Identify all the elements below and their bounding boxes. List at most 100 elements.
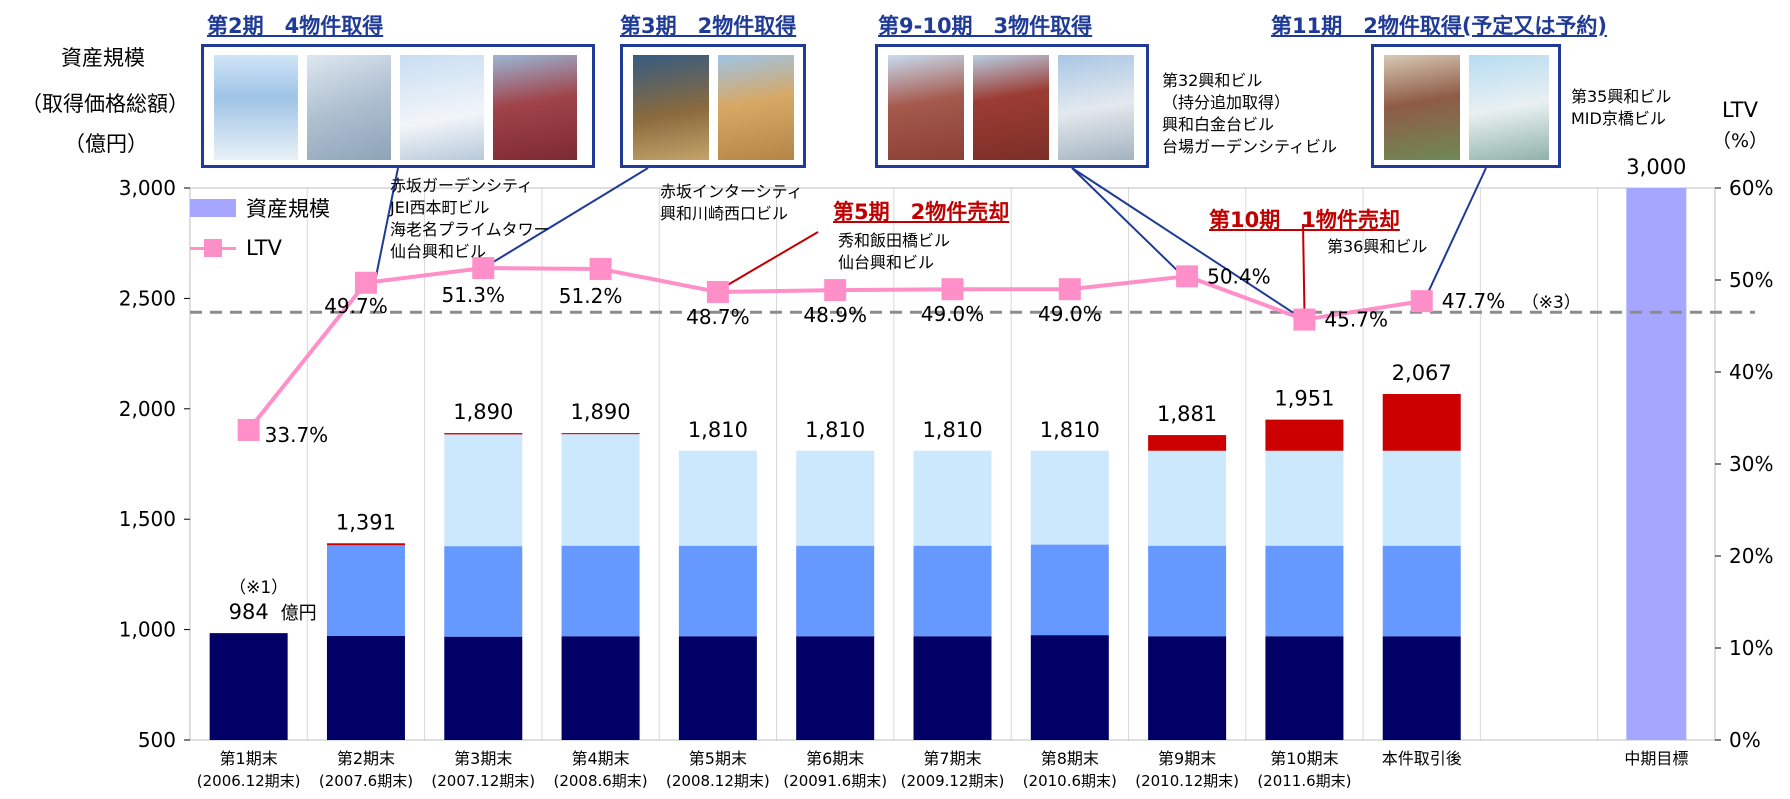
ltv-marker (354, 271, 377, 294)
x-tick-label: 第9期末 (1158, 749, 1216, 768)
phase5-sale-title: 第5期 2物件売却 (833, 200, 1010, 224)
legend-asset-label: 資産規模 (246, 197, 330, 221)
x-tick-label: 第4期末 (571, 749, 629, 768)
bar-total-label: 2,067 (1392, 361, 1452, 385)
bar-segment-base (796, 636, 875, 740)
phase9-10-photo-frame (875, 44, 1149, 168)
bar-total-label: 1,881 (1157, 402, 1217, 426)
x-tick-label: 第2期末 (337, 749, 395, 768)
x-tick-label: 第7期末 (923, 749, 981, 768)
bar-segment-base (561, 636, 640, 740)
ltv-value-label: 33.7% (265, 423, 329, 447)
bar-segment-phase3 (913, 450, 992, 546)
x-tick-label: 第10期末 (1270, 749, 1338, 768)
bar-segment-phase2 (1265, 545, 1344, 637)
leader-line (725, 231, 819, 287)
bar-segment-phase3 (1148, 450, 1227, 546)
bar-segment-phase3 (561, 434, 640, 546)
building-photo (307, 55, 391, 160)
right-tick-label: 20% (1729, 544, 1773, 568)
phase2-property-list: 赤坂ガーデンシティ JEI西本町ビル 海老名プライムタワー 仙台興和ビル (390, 176, 550, 261)
bar-segment-base (326, 635, 405, 740)
phase2-title: 第2期 4物件取得 (207, 14, 384, 38)
ltv-marker (1058, 278, 1081, 301)
ltv-value-label: 51.2% (559, 284, 623, 308)
left-tick-label: 1,500 (119, 507, 176, 531)
bar-total-label: 1,890 (571, 400, 631, 424)
bar-segment-phase3 (1265, 450, 1344, 546)
phase9-10-title: 第9-10期 3物件取得 (878, 14, 1093, 38)
building-photo (493, 55, 577, 160)
phase10-sold-list: 第36興和ビル (1327, 237, 1428, 256)
phase5-sold-list: 秀和飯田橋ビル 仙台興和ビル (838, 231, 951, 272)
right-tick-label: 40% (1729, 360, 1773, 384)
bar-segment-new-acquisition (326, 543, 405, 546)
x-tick-sublabel: (2010.12期末) (1135, 772, 1239, 790)
leader-line (1302, 223, 1306, 310)
right-axis-unit: （%） (1711, 130, 1769, 152)
ltv-value-label: 48.9% (803, 303, 867, 327)
bar-segment-phase3 (1030, 450, 1109, 545)
bar-segment-phase2 (1030, 544, 1109, 636)
phase11-photo-frame (1371, 44, 1561, 168)
bar-segment-phase2 (678, 545, 757, 637)
ltv-marker (824, 279, 847, 302)
bar-total-label: 984 (229, 600, 269, 624)
bar-total-label: 1,890 (453, 400, 513, 424)
phase3-photo-frame (620, 44, 806, 168)
bar-segment-phase3 (796, 450, 875, 546)
bar-segment-phase2 (1382, 545, 1461, 637)
bar-segment-phase3 (444, 434, 523, 547)
ltv-marker (1176, 265, 1199, 288)
building-photo (633, 55, 709, 160)
leader-line (492, 167, 649, 263)
ltv-value-label: 48.7% (686, 305, 750, 329)
left-tick-label: 3,000 (119, 176, 176, 200)
left-tick-label: 2,000 (119, 397, 176, 421)
legend-ltv: LTV (190, 236, 282, 260)
phase3-property-list: 赤坂インターシティ 興和川崎西口ビル (660, 182, 803, 223)
phase11-property-list: 第35興和ビル MID京橋ビル (1571, 87, 1672, 128)
bar-segment-phase2 (444, 546, 523, 637)
right-tick-label: 0% (1729, 728, 1761, 752)
leader-line (1071, 167, 1178, 272)
legend-ltv-label: LTV (246, 236, 283, 260)
bar-total-label: 1,810 (805, 418, 865, 442)
legend-ltv-swatch (190, 239, 236, 257)
x-tick-sublabel: (2007.12期末) (431, 772, 535, 790)
x-tick-label: 本件取引後 (1382, 749, 1462, 768)
x-tick-sublabel: (2011.6期末) (1257, 772, 1351, 790)
right-tick-label: 30% (1729, 452, 1773, 476)
first-bar-unit: 億円 (281, 603, 317, 624)
right-tick-label: 50% (1729, 268, 1773, 292)
leader-line (1071, 167, 1295, 315)
ltv-note: （※3） (1522, 293, 1581, 313)
bar-total-label: 1,951 (1274, 387, 1334, 411)
x-tick-label: 第1期末 (220, 749, 278, 768)
x-tick-label: 中期目標 (1624, 749, 1688, 768)
left-tick-label: 1,000 (119, 618, 176, 642)
x-tick-label: 第8期末 (1041, 749, 1099, 768)
bar-segment-new-acquisition (1265, 419, 1344, 451)
phase2-photo-frame (201, 44, 595, 168)
bar-segment-base (1265, 636, 1344, 740)
bar-segment-base (678, 636, 757, 740)
x-tick-sublabel: (2007.6期末) (319, 772, 413, 790)
left-axis-subtitle: （取得価格総額） (21, 92, 189, 116)
phase11-title: 第11期 2物件取得(予定又は予約) (1271, 14, 1608, 38)
ltv-marker (941, 278, 964, 301)
ltv-value-label: 49.0% (921, 302, 985, 326)
bar-segment-new-acquisition (1148, 435, 1227, 451)
bar-segment-phase2 (1148, 545, 1227, 637)
leader-line (1426, 167, 1487, 294)
bar-segment-base (1382, 636, 1461, 740)
bar-segment-phase3 (678, 450, 757, 546)
x-tick-label: 第6期末 (806, 749, 864, 768)
ltv-value-label: 49.7% (324, 294, 388, 318)
x-tick-sublabel: (20091.6期末) (783, 772, 887, 790)
ltv-value-label: 45.7% (1324, 308, 1388, 332)
ltv-value-label: 51.3% (441, 283, 505, 307)
bar-segment-phase2 (561, 545, 640, 637)
legend-asset: 資産規模 (190, 193, 330, 223)
bar-segment-new-acquisition (444, 433, 523, 435)
